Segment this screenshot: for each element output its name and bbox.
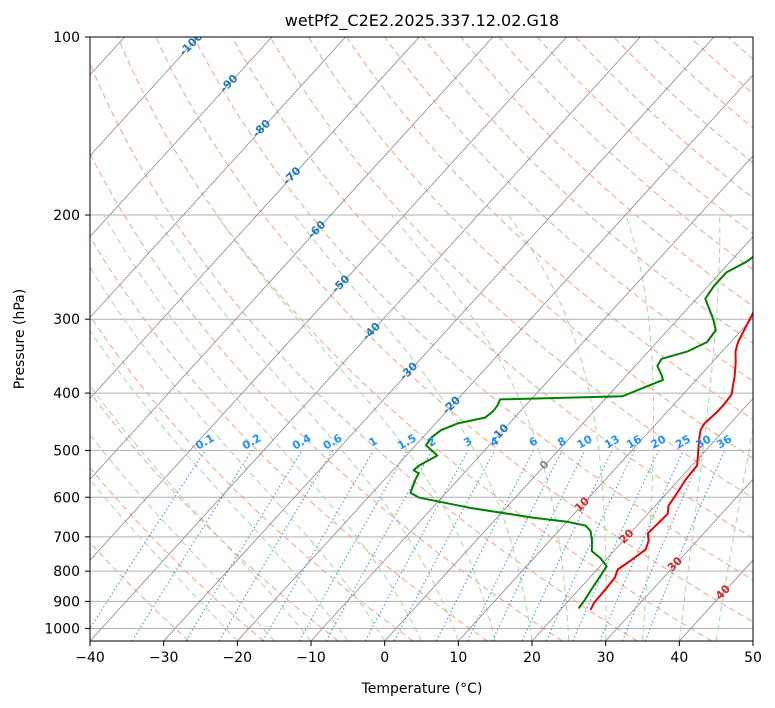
mixing-ratio-line — [467, 450, 563, 641]
moist-adiabat — [625, 214, 655, 641]
dry-adiabat — [155, 37, 753, 623]
x-tick-label: 10 — [449, 650, 467, 666]
x-tick-label: 50 — [744, 650, 762, 666]
dry-adiabat — [422, 37, 753, 345]
y-tick-label: 1000 — [44, 621, 80, 637]
moist-adiabat — [90, 329, 349, 641]
data-series — [409, 255, 753, 611]
moist-adiabat — [90, 433, 275, 641]
dry-adiabat — [384, 37, 753, 382]
isotherm-line — [752, 640, 753, 641]
y-tick-label: 800 — [53, 564, 80, 580]
dry-adiabat — [117, 37, 712, 641]
isotherm-line — [605, 478, 753, 641]
x-tick-label: −40 — [75, 650, 105, 666]
mixing-ratio-line — [325, 450, 433, 641]
axis-ticks: −40 −30 −20 −10 0 10 20 30 40 50 100 200 300 400 500 60… — [44, 30, 762, 666]
x-tick-label: 20 — [523, 650, 541, 666]
dewpoint-profile-line — [409, 255, 753, 609]
y-axis-label: Pressure (hPa) — [12, 289, 28, 389]
chart-title: wetPf2_C2E2.2025.337.12.02.G18 — [285, 11, 559, 31]
mixing-ratio-line — [621, 450, 705, 641]
isotherm-line — [90, 37, 199, 157]
x-tick-label: 30 — [597, 650, 615, 666]
isotherm-line — [90, 37, 420, 400]
dry-adiabat — [346, 37, 753, 421]
x-axis-label: Temperature (°C) — [361, 681, 483, 697]
mixing-ratio-line — [90, 450, 206, 630]
y-tick-label: 600 — [53, 490, 80, 506]
moist-adiabat — [391, 214, 570, 641]
isotherm-line — [90, 37, 346, 319]
moist-adiabat — [90, 478, 238, 641]
isotherm-line — [90, 37, 567, 561]
moist-adiabat — [154, 214, 459, 641]
isotherm-line — [90, 37, 641, 641]
y-tick-label: 900 — [53, 594, 80, 610]
isotherm-line — [90, 37, 273, 238]
isotherm-line — [458, 316, 753, 641]
y-tick-label: 300 — [53, 312, 80, 328]
mixing-ratio-line — [572, 450, 660, 641]
dry-adiabat — [90, 315, 414, 641]
moist-adiabat — [508, 214, 607, 641]
dry-adiabat — [231, 37, 753, 540]
isotherm-line — [310, 155, 753, 641]
dry-adiabat — [766, 37, 775, 641]
y-tick-label: 200 — [53, 208, 80, 224]
mixing-ratio-line — [262, 450, 374, 641]
mixing-ratio-line — [298, 450, 408, 641]
isotherm-line — [237, 74, 753, 641]
moist-adiabat — [216, 214, 496, 641]
x-tick-label: −20 — [223, 650, 253, 666]
x-tick-label: −10 — [296, 650, 326, 666]
plot-frame — [89, 36, 754, 642]
mixing-ratio-line — [521, 450, 613, 641]
temperature-profile-line — [589, 310, 753, 611]
isotherm-line — [531, 397, 753, 641]
moist-adiabat — [678, 214, 721, 641]
mixing-ratio-line — [218, 450, 334, 641]
dry-adiabat — [193, 37, 753, 581]
x-tick-label: −30 — [149, 650, 179, 666]
mixing-ratio-line — [545, 450, 635, 641]
moist-adiabat — [103, 214, 422, 641]
y-tick-label: 700 — [53, 530, 80, 546]
dry-adiabat — [536, 37, 753, 235]
dry-adiabat — [575, 37, 753, 199]
mixing-ratio-line — [185, 450, 303, 641]
isotherm-line — [90, 37, 494, 480]
y-tick-label: 400 — [53, 386, 80, 402]
moist-adiabat — [715, 426, 753, 641]
y-tick-label: 500 — [53, 443, 80, 459]
dry-adiabat — [90, 152, 563, 641]
x-tick-label: 40 — [670, 650, 688, 666]
mixing-ratio-line — [131, 450, 253, 641]
moist-adiabat — [90, 266, 386, 641]
mixing-ratio-line — [599, 450, 684, 641]
mixing-ratio-line — [364, 450, 469, 641]
mixing-ratio-line — [491, 450, 586, 641]
background-lines — [90, 37, 775, 641]
isotherm-line — [163, 37, 715, 641]
y-tick-label: 100 — [53, 30, 80, 46]
x-tick-label: 0 — [380, 650, 389, 666]
isotherm-line — [384, 236, 753, 641]
